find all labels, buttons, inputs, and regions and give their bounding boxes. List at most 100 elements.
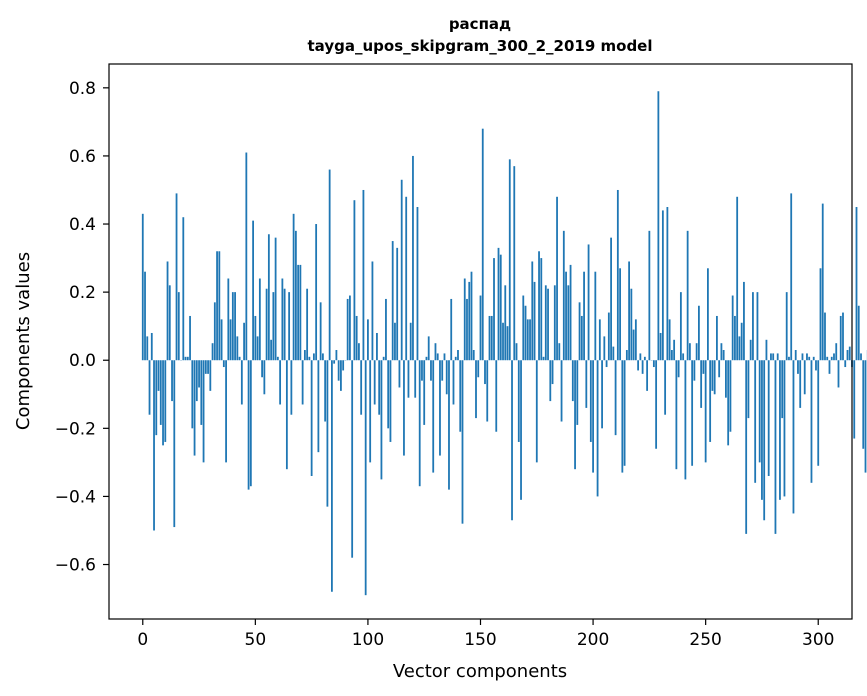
bar (860, 353, 862, 361)
bar (371, 261, 374, 361)
bar (387, 360, 390, 429)
bar (220, 319, 223, 361)
bar (337, 360, 340, 381)
bar (497, 247, 500, 361)
chart-title: распад (449, 15, 511, 33)
bar (797, 360, 799, 374)
bars-group (141, 91, 867, 596)
bar (652, 360, 655, 368)
bar (589, 360, 592, 442)
bar (394, 322, 396, 361)
bar (412, 155, 414, 361)
bar (625, 350, 628, 361)
bar (385, 298, 387, 361)
bar (479, 295, 482, 361)
bar (240, 360, 243, 405)
bar (790, 193, 793, 361)
bar (785, 292, 788, 361)
bar (538, 251, 540, 361)
x-tick-label: 0 (137, 630, 148, 650)
bar (817, 360, 820, 466)
bar (450, 298, 453, 361)
bar (274, 237, 277, 361)
bar (515, 343, 518, 361)
bar (616, 189, 619, 361)
bar (204, 360, 207, 374)
bar (400, 179, 403, 361)
bar (520, 360, 522, 500)
bar (353, 200, 356, 361)
bar (758, 360, 761, 463)
bar (391, 241, 394, 361)
bar (594, 271, 597, 361)
bar (614, 360, 617, 436)
bar (761, 360, 763, 500)
bar (346, 298, 349, 361)
bar (405, 196, 408, 361)
bar (229, 319, 232, 361)
bar (495, 360, 498, 432)
bar (430, 360, 432, 381)
bar (315, 224, 318, 361)
bar (781, 360, 784, 419)
bar (155, 360, 158, 436)
bar (808, 356, 811, 361)
bar (319, 302, 322, 361)
bar (700, 360, 703, 408)
bar (202, 360, 205, 463)
bar (819, 268, 822, 361)
bar (171, 360, 173, 402)
bar (673, 339, 676, 361)
bar (331, 360, 333, 592)
bar (580, 315, 583, 361)
bar (317, 360, 320, 453)
bar (826, 356, 829, 361)
bar (695, 343, 698, 361)
bar (776, 353, 779, 361)
bar (639, 353, 642, 361)
bar (448, 360, 450, 490)
bar (738, 336, 741, 361)
bar (634, 319, 637, 361)
bar (321, 353, 324, 361)
bar (643, 356, 646, 361)
bar (177, 292, 180, 361)
bar (486, 360, 489, 422)
bar (418, 360, 421, 487)
bar (540, 258, 543, 361)
bar (279, 360, 282, 405)
bar (382, 356, 385, 361)
bar (508, 159, 511, 361)
bar (340, 360, 342, 391)
bar (207, 360, 209, 374)
bar (772, 353, 775, 361)
bar (409, 322, 412, 361)
bar (326, 360, 329, 507)
bar (162, 360, 164, 446)
bar (475, 360, 477, 419)
bar (270, 339, 273, 361)
bar (688, 343, 691, 361)
bar (328, 169, 331, 361)
bar (722, 350, 725, 361)
bar (612, 346, 615, 361)
bar (261, 360, 263, 378)
bar (740, 322, 743, 361)
bar (578, 302, 581, 361)
bar (380, 360, 383, 480)
bar (765, 339, 768, 361)
bar (686, 230, 689, 361)
bar (531, 261, 534, 361)
bar (745, 360, 748, 534)
bar (506, 326, 509, 361)
bar (828, 360, 831, 374)
bar (747, 360, 750, 419)
bar (734, 315, 736, 361)
bar (763, 360, 766, 521)
bar (439, 360, 441, 456)
bar (175, 193, 178, 361)
bar (225, 360, 227, 463)
bar (157, 360, 160, 391)
y-axis-ticks: −0.6 −0.4 −0.2 0.0 0.2 0.4 0.6 0.8 (55, 79, 109, 576)
bar (655, 360, 658, 449)
